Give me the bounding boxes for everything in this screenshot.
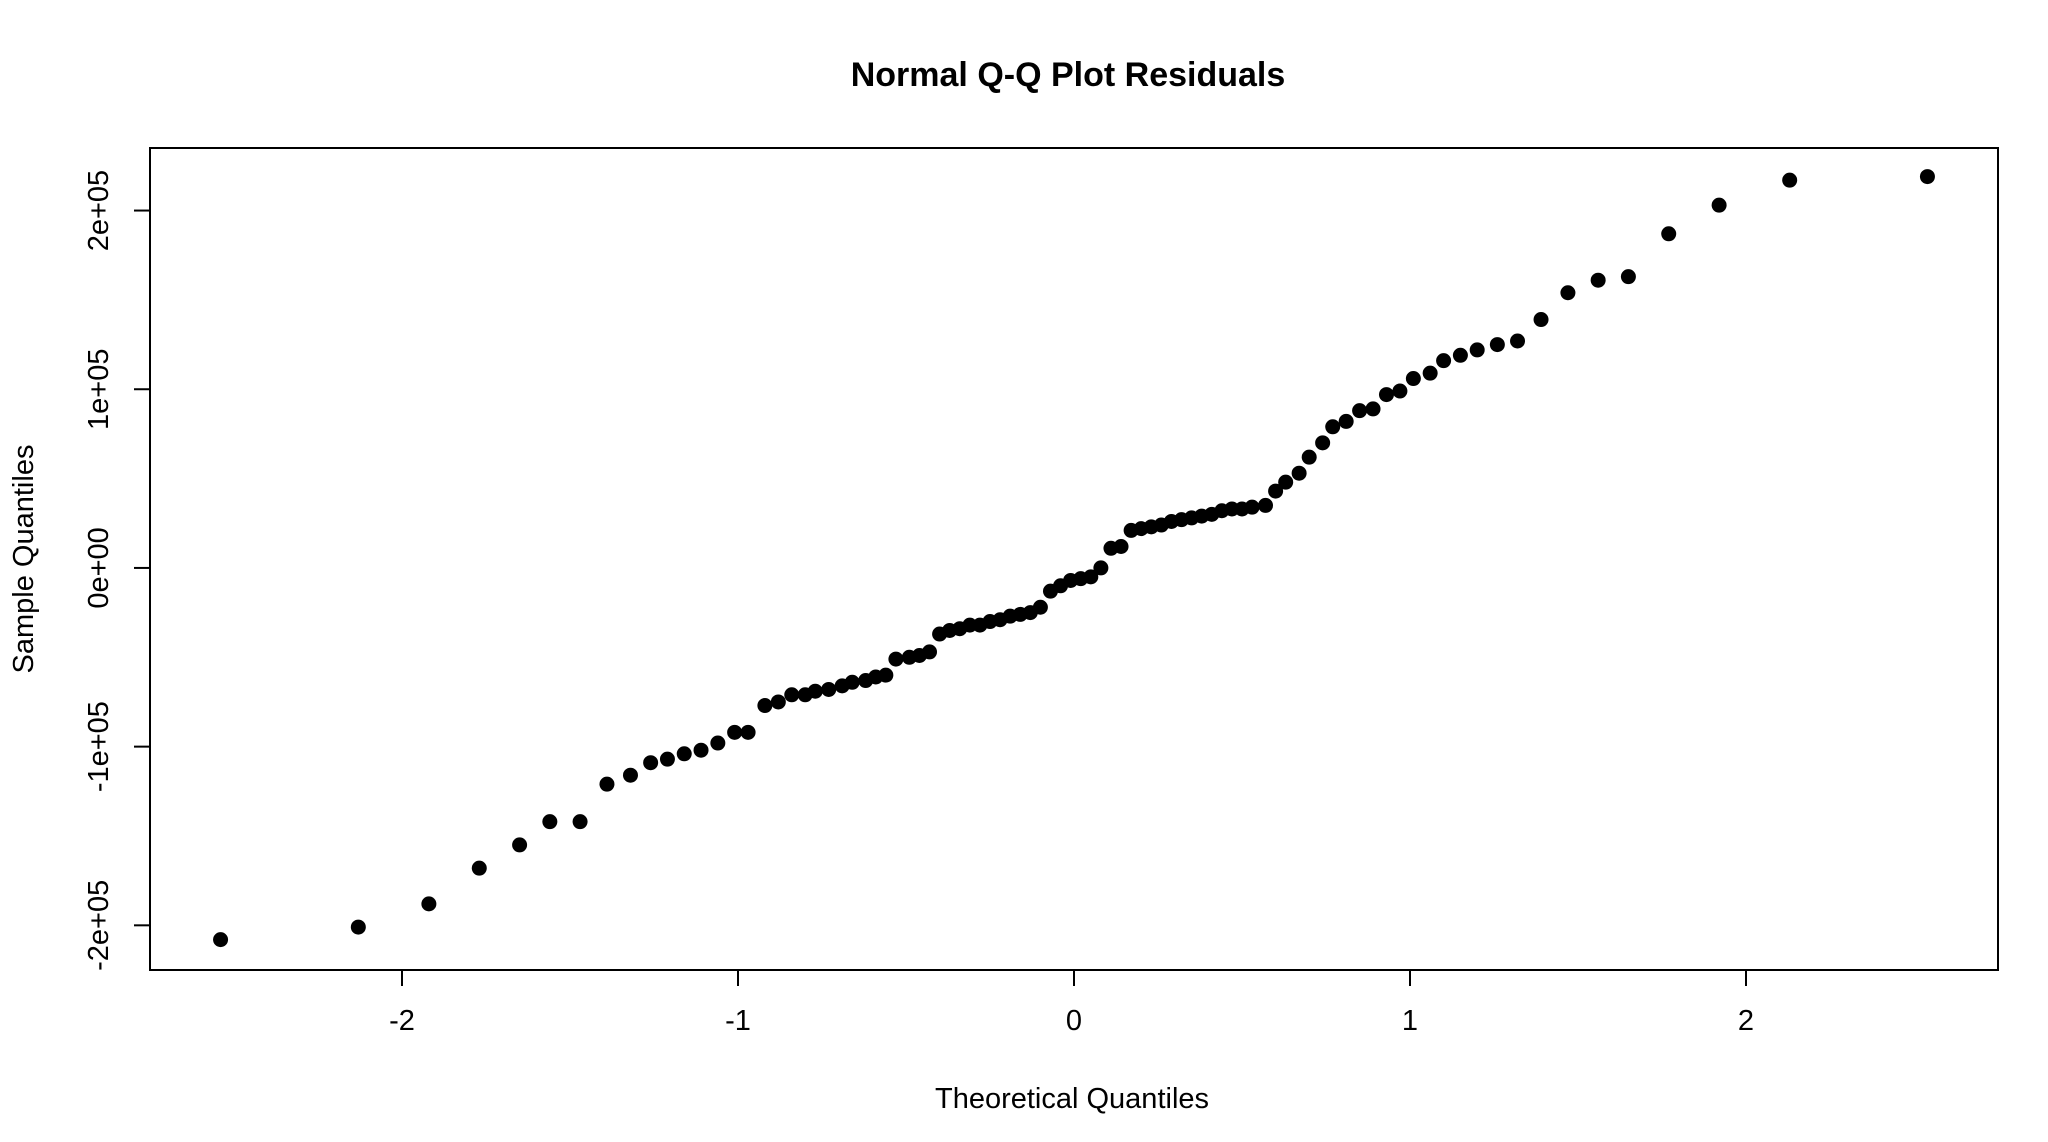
chart-title: Normal Q-Q Plot Residuals [851, 56, 1286, 94]
data-point [784, 687, 800, 703]
data-point [727, 724, 743, 740]
data-point [1032, 599, 1048, 615]
data-point [1919, 169, 1935, 185]
x-tick-label: 2 [1738, 1005, 1754, 1037]
data-point [1258, 497, 1274, 513]
data-point [1338, 413, 1354, 429]
data-point [676, 746, 692, 762]
data-point [1711, 197, 1727, 213]
data-point [740, 724, 756, 740]
x-tick-label: 0 [1066, 1005, 1082, 1037]
data-point [622, 767, 638, 783]
data-point [1782, 172, 1798, 188]
data-point [922, 644, 938, 660]
data-point [878, 667, 894, 683]
data-point [1422, 365, 1438, 381]
data-point [350, 919, 366, 935]
x-axis-label: Theoretical Quantiles [935, 1083, 1209, 1115]
data-point [770, 694, 786, 710]
data-point [421, 896, 437, 912]
data-points [213, 169, 1935, 948]
data-point [1352, 403, 1368, 419]
data-point [710, 735, 726, 751]
data-point [888, 651, 904, 667]
data-point [844, 674, 860, 690]
data-point [1560, 285, 1576, 301]
data-point [821, 681, 837, 697]
x-tick-label: -1 [725, 1005, 751, 1037]
y-tick-label: 1e+05 [83, 349, 115, 430]
data-point [599, 776, 615, 792]
x-tick-label: 1 [1402, 1005, 1418, 1037]
data-point [807, 683, 823, 699]
data-point [1378, 387, 1394, 403]
data-point [1278, 474, 1294, 490]
data-point [1620, 269, 1636, 285]
y-tick-label: -1e+05 [83, 701, 115, 792]
plot-frame [149, 147, 1999, 971]
data-point [643, 755, 659, 771]
data-point [213, 932, 229, 948]
data-point [1510, 333, 1526, 349]
data-point [1083, 569, 1099, 585]
data-point [1325, 419, 1341, 435]
data-point [659, 751, 675, 767]
data-point [1469, 342, 1485, 358]
data-point [1489, 337, 1505, 353]
y-axis: -2e+05 -1e+05 0e+00 1e+05 2e+05 [83, 170, 151, 971]
data-point [1661, 226, 1677, 242]
data-point [512, 837, 528, 853]
data-point [1590, 272, 1606, 288]
data-point [1533, 312, 1549, 328]
data-point [1452, 347, 1468, 363]
data-point [1268, 483, 1284, 499]
data-point [1093, 560, 1109, 576]
data-point [1436, 353, 1452, 369]
y-axis-label: Sample Quantiles [8, 445, 40, 674]
y-tick-label: -2e+05 [83, 880, 115, 971]
data-point [1291, 465, 1307, 481]
x-tick-label: -2 [389, 1005, 415, 1037]
x-axis: -2 -1 0 1 2 [389, 969, 1754, 1037]
data-point [1113, 538, 1129, 554]
data-point [471, 860, 487, 876]
data-point [1392, 383, 1408, 399]
data-point [1244, 499, 1260, 515]
y-tick-label: 2e+05 [83, 170, 115, 251]
data-point [693, 742, 709, 758]
data-point [1301, 449, 1317, 465]
data-point [542, 814, 558, 830]
data-point [1315, 435, 1331, 451]
y-tick-label: 0e+00 [83, 527, 115, 608]
data-point [757, 698, 773, 714]
data-point [1365, 401, 1381, 417]
data-point [1405, 371, 1421, 387]
data-point [572, 814, 588, 830]
